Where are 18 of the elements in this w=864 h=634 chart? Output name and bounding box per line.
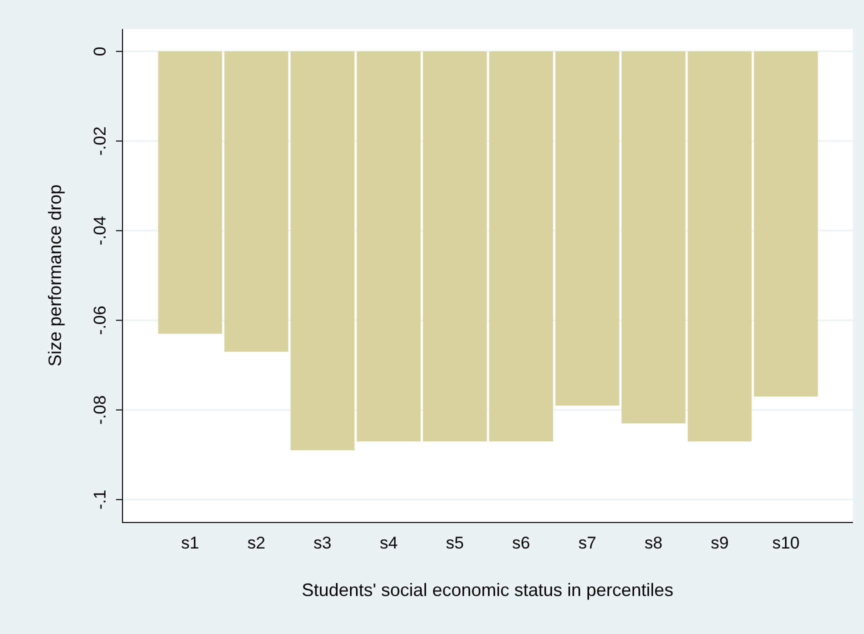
x-tick-label: s10 [772,534,800,553]
x-tick-label: s5 [446,534,464,553]
x-axis-title: Students' social economic status in percentiles [302,580,674,600]
y-tick-label: -.1 [90,490,110,510]
y-tick-label: -.08 [90,395,110,425]
x-tick-label: s4 [380,534,398,553]
y-tick-label: 0 [90,46,110,56]
x-tick-label: s9 [710,534,729,553]
x-tick-label: s3 [314,534,332,553]
x-tick-label: s8 [644,534,662,553]
y-axis-title: Size performance drop [44,184,65,367]
y-tick-label: -.06 [90,306,110,335]
x-tick-label: s1 [181,534,200,553]
y-tick-label: -.04 [90,216,110,246]
x-tick-label: s2 [247,534,266,553]
y-tick-label: -.02 [90,126,110,156]
x-tick-label: s7 [578,534,596,553]
x-tick-label: s6 [512,534,530,553]
